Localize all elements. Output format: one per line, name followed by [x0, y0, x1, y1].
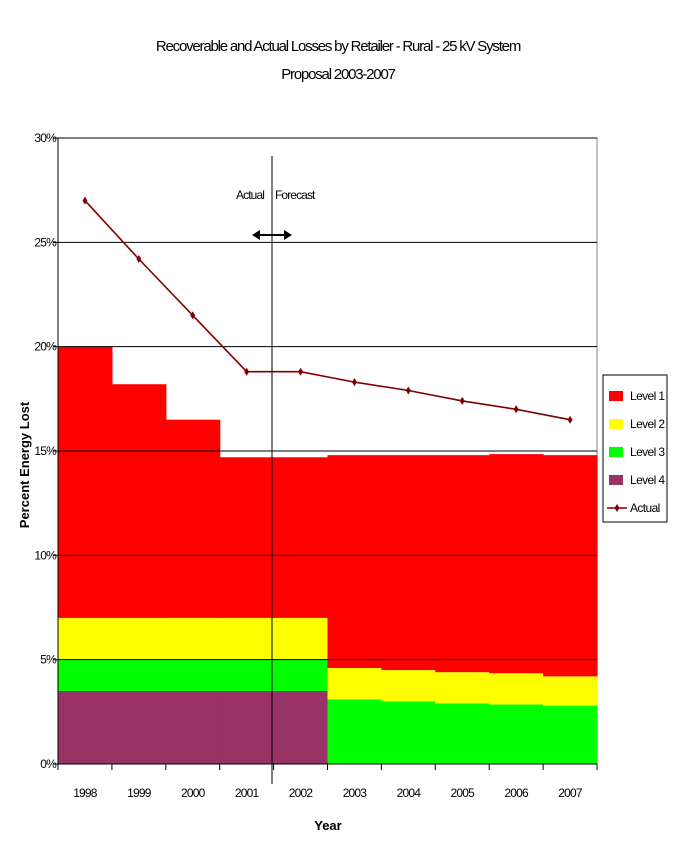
actual-point-2001 [244, 367, 250, 376]
x-tick-label: 2006 [504, 786, 529, 800]
y-tick-label: 10% [34, 548, 57, 562]
area-segment-level-2-1999 [111, 617, 167, 660]
area-segment-level-2-2000 [165, 617, 221, 660]
area-segment-level-3-2002 [273, 659, 329, 691]
actual-point-1999 [136, 255, 142, 264]
actual-point-2004 [405, 386, 411, 395]
stacked-areas [58, 346, 598, 764]
area-segment-level-2-2001 [219, 617, 275, 660]
annotation-actual: Actual [236, 188, 264, 202]
legend-label: Level 2 [630, 417, 665, 431]
legend-label: Level 4 [630, 473, 665, 487]
area-segment-level-4-2000 [165, 690, 221, 764]
area-segment-level-1-2000 [165, 419, 221, 618]
actual-point-2006 [513, 405, 519, 414]
area-segment-level-1-2007 [543, 455, 598, 677]
legend-label: Level 3 [630, 445, 665, 459]
area-segment-level-3-2006 [489, 704, 544, 764]
area-segment-level-1-2002 [273, 457, 329, 618]
area-segment-level-3-1999 [111, 659, 167, 691]
legend-marker-actual [614, 504, 620, 512]
chart-title-line-2: Proposal 2003-2007 [281, 66, 395, 83]
area-segment-level-4-2001 [219, 690, 275, 764]
area-segment-level-4-1999 [111, 690, 167, 764]
legend: Level 1 Level 2 Level 3 Level 4 Actual [607, 389, 666, 515]
area-segment-level-3-2000 [165, 659, 221, 691]
x-tick-label: 2007 [558, 786, 583, 800]
area-segment-level-2-2006 [489, 673, 544, 705]
actual-line-series [82, 196, 573, 424]
area-segment-level-1-1999 [111, 384, 167, 618]
area-segment-level-4-1998 [58, 690, 113, 764]
area-segment-level-3-2005 [435, 703, 490, 764]
actual-line [84, 200, 571, 421]
double-arrow-icon [252, 230, 292, 240]
y-tick-label: 15% [34, 444, 57, 458]
chart-title-line-1: Recoverable and Actual Losses by Retaile… [156, 38, 521, 55]
y-tick-label: 25% [34, 235, 57, 249]
area-segment-level-1-1998 [58, 346, 113, 618]
actual-point-2005 [459, 396, 465, 405]
area-segment-level-3-2007 [543, 705, 598, 764]
area-segment-level-1-2005 [435, 455, 490, 673]
x-tick-label: 1998 [73, 786, 98, 800]
y-tick-label: 20% [34, 340, 57, 354]
x-tick-label: 2005 [451, 786, 476, 800]
area-segment-level-1-2003 [327, 455, 382, 669]
legend-swatch-level-2 [609, 419, 623, 429]
x-tick-label: 2001 [235, 786, 260, 800]
axes: 0% 5% 10% 15% 20% 25% 30% 1998 1999 2000 2001 2002 2… [34, 131, 598, 800]
annotation-forecast: Forecast [275, 188, 316, 202]
actual-point-2000 [190, 311, 196, 320]
area-segment-level-4-2002 [273, 690, 329, 764]
legend-label: Level 1 [630, 389, 665, 403]
legend-label: Actual [630, 501, 660, 515]
area-segment-level-2-1998 [58, 617, 113, 660]
area-segment-level-2-2003 [327, 668, 382, 700]
gridlines [58, 137, 597, 661]
x-tick-label: 2002 [289, 786, 314, 800]
area-segment-level-2-2004 [381, 670, 436, 702]
area-segment-level-2-2002 [273, 617, 329, 660]
x-tick-label: 2004 [397, 786, 422, 800]
actual-point-2003 [351, 378, 357, 387]
legend-swatch-level-1 [609, 391, 623, 401]
y-tick-label: 30% [34, 131, 57, 145]
y-tick-label: 5% [40, 653, 57, 667]
actual-point-2002 [298, 367, 304, 376]
x-tick-label: 2000 [181, 786, 206, 800]
y-axis-title: Percent Energy Lost [17, 401, 32, 528]
x-tick-label: 1999 [127, 786, 152, 800]
area-segment-level-1-2004 [381, 455, 436, 671]
area-segment-level-2-2007 [543, 676, 598, 706]
area-segment-level-3-2004 [381, 701, 436, 764]
x-axis-title: Year [314, 818, 341, 833]
x-tick-label: 2003 [343, 786, 368, 800]
area-segment-level-2-2005 [435, 672, 490, 704]
actual-point-1998 [82, 196, 88, 205]
legend-swatch-level-3 [609, 447, 623, 457]
y-tick-label: 0% [40, 757, 57, 771]
area-segment-level-3-2001 [219, 659, 275, 691]
area-segment-level-1-2001 [219, 457, 275, 618]
area-segment-level-3-1998 [58, 659, 113, 691]
actual-point-2007 [567, 415, 573, 424]
area-segment-level-1-2006 [489, 454, 544, 674]
legend-swatch-level-4 [609, 475, 623, 485]
area-segment-level-3-2003 [327, 699, 382, 764]
